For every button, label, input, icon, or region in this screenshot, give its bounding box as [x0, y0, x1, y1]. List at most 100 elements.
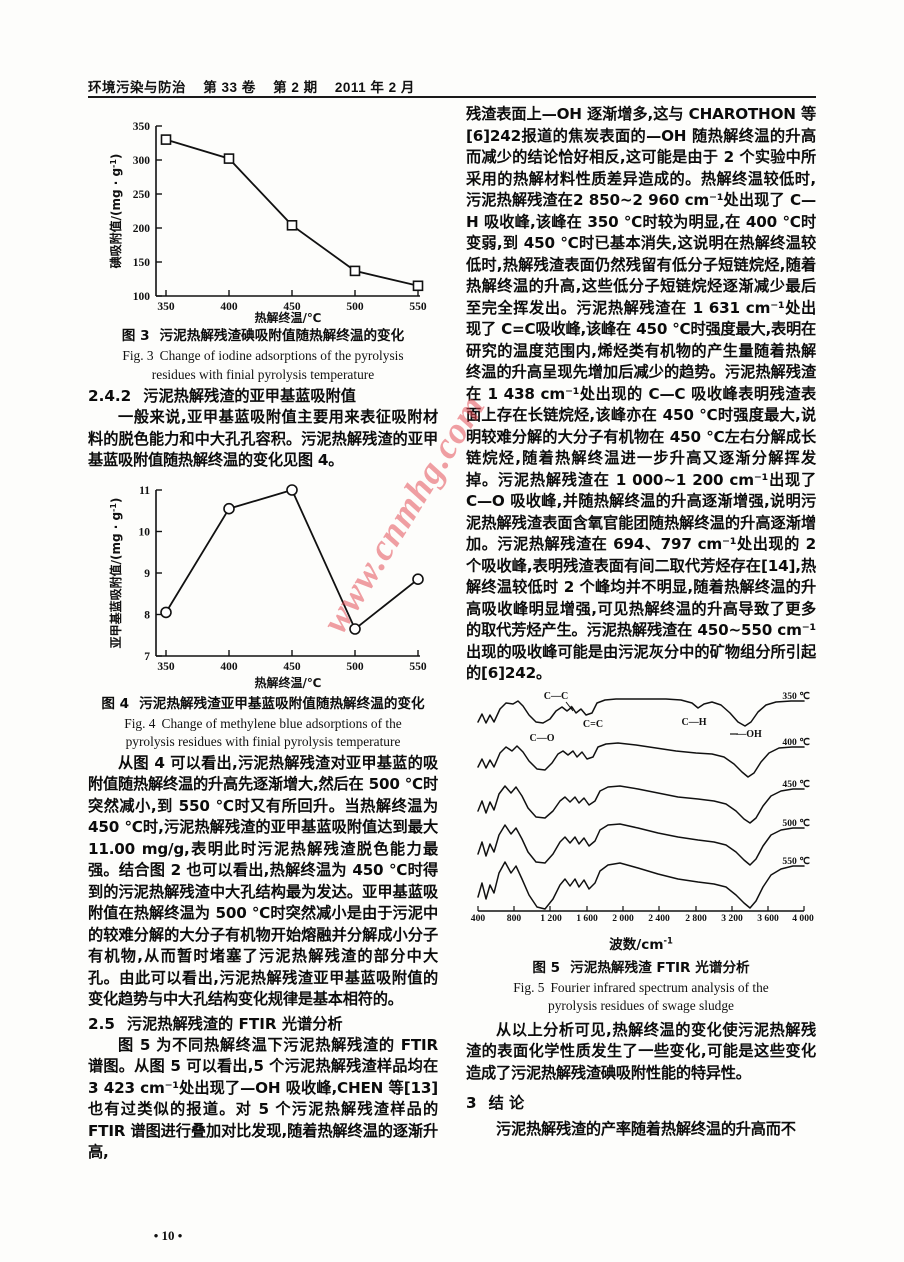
section-title-3: 结 论 [488, 1094, 525, 1112]
svg-text:1 600: 1 600 [576, 913, 598, 924]
svg-text:450: 450 [283, 661, 301, 673]
header-divider [88, 96, 816, 98]
figure-3-title-en-l1: Change of iodine adsorptions of the pyro… [159, 348, 404, 363]
page-header: 环境污染与防治 第 33 卷 第 2 期 2011 年 2 月 [88, 76, 816, 96]
left-column: 100 150 200 250 300 350 350 400 [88, 104, 438, 1164]
volume-label: 第 33 卷 [203, 80, 256, 95]
svg-text:热解终温/℃: 热解终温/℃ [255, 675, 322, 690]
figure-5-title-cn: 污泥热解残渣 FTIR 光谱分析 [570, 959, 750, 976]
svg-text:碘吸附值/(mg · g-1): 碘吸附值/(mg · g-1) [108, 154, 123, 270]
figure-3-plot: 100 150 200 250 300 350 350 400 [98, 108, 428, 323]
svg-text:400: 400 [220, 301, 238, 313]
paragraph-conclusion: 污泥热解残渣的产率随着热解终温的升高而不 [496, 1120, 796, 1138]
svg-text:2 400: 2 400 [648, 913, 670, 924]
issue-label: 第 2 期 [273, 80, 318, 95]
figure-3: 100 150 200 250 300 350 350 400 [88, 108, 438, 383]
paragraph-methylene-discussion: 从图 4 可以看出,污泥热解残渣对亚甲基蓝的吸附值随热解终温的升高先逐渐增大,然… [88, 753, 438, 1009]
svg-text:4 000: 4 000 [792, 913, 814, 924]
figure-4-caption-cn: 图 4 污泥热解残渣亚甲基蓝吸附值随热解终温的变化 [88, 695, 438, 714]
figure-5-xaxis-label-row: 波数/cm-1 [466, 936, 816, 955]
svg-text:550: 550 [409, 661, 427, 673]
figure-5-xaxis-label: 波数/cm-1 [609, 934, 673, 953]
figure-3-caption-cn: 图 3 污泥热解残渣碘吸附值随热解终温的变化 [88, 327, 438, 346]
svg-text:450: 450 [283, 301, 301, 313]
figure-4-title-en-l1: Change of methylene blue adsorptions of … [161, 715, 402, 731]
figure-4-plot: 7 8 9 10 11 350 400 450 500 [98, 476, 428, 691]
figure-3-number-en: Fig. 3 [122, 348, 154, 363]
annotation-c-single-c: C—C [544, 691, 568, 702]
svg-text:3 200: 3 200 [721, 913, 743, 924]
ftir-spectra-chart: C—C C—O C=C C—H —OH 350 ℃ 400 ℃ 450 ℃ 50… [471, 691, 814, 924]
figure-4-number-cn: 图 4 [101, 695, 130, 712]
figure-5-number-en: Fig. 5 [513, 979, 545, 995]
figure-4-number-en: Fig. 4 [124, 715, 156, 731]
svg-text:800: 800 [507, 913, 522, 924]
svg-text:200: 200 [133, 223, 151, 235]
figure-5-title-en-l2: pyrolysis residues of swage sludge [548, 998, 734, 1013]
section-number-3: 3 [466, 1094, 477, 1112]
svg-text:550: 550 [409, 301, 427, 313]
svg-text:3 600: 3 600 [757, 913, 779, 924]
series-label-450: 450 ℃ [782, 779, 810, 790]
figure-5-plot: C—C C—O C=C C—H —OH 350 ℃ 400 ℃ 450 ℃ 50… [466, 689, 816, 924]
right-column: 残渣表面上—OH 逐渐增多,这与 CHAROTHON 等[6]242报道的焦炭表… [466, 104, 816, 1141]
svg-text:350: 350 [133, 121, 151, 133]
section-number-2-4-2: 2.4.2 [88, 387, 132, 405]
svg-text:400: 400 [220, 661, 238, 673]
paragraph-methylene-intro: 一般来说,亚甲基蓝吸附值主要用来表征吸附材料的脱色能力和中大孔孔容积。污泥热解残… [88, 408, 438, 469]
figure-5-number-cn: 图 5 [532, 959, 561, 976]
figure-4-caption-en: Fig. 4 Change of methylene blue adsorptio… [88, 715, 438, 733]
svg-text:2 000: 2 000 [612, 913, 634, 924]
svg-text:10: 10 [139, 526, 151, 538]
figure-5: C—C C—O C=C C—H —OH 350 ℃ 400 ℃ 450 ℃ 50… [466, 689, 816, 1015]
iodine-adsorption-chart: 100 150 200 250 300 350 350 400 [108, 121, 427, 323]
series-label-500: 500 ℃ [782, 818, 810, 829]
section-number-2-5: 2.5 [88, 1014, 115, 1033]
svg-text:热解终温/℃: 热解终温/℃ [255, 310, 322, 323]
journal-name: 环境污染与防治 [88, 80, 186, 95]
figure-5-title-en-l1: Fourier infrared spectrum analysis of th… [550, 979, 769, 995]
svg-text:9: 9 [144, 568, 150, 580]
svg-text:7: 7 [144, 651, 150, 663]
annotation-c-double-c: C=C [583, 719, 603, 730]
svg-text:150: 150 [133, 257, 151, 269]
svg-text:350: 350 [157, 661, 175, 673]
figure-3-title-en-l2: residues with finial pyrolysis temperatu… [151, 366, 375, 382]
paragraph-summary: 从以上分析可见,热解终温的变化使污泥热解残渣的表面化学性质发生了一些变化,可能是… [466, 1020, 816, 1082]
svg-text:250: 250 [133, 189, 151, 201]
series-label-550: 550 ℃ [782, 856, 810, 867]
svg-text:350: 350 [157, 301, 175, 313]
issue-date: 2011 年 2 月 [334, 80, 415, 95]
svg-text:300: 300 [133, 155, 151, 167]
figure-4-title-en-l2: pyrolysis residues with finial pyrolysis… [125, 734, 401, 749]
methylene-blue-chart: 7 8 9 10 11 350 400 450 500 [108, 483, 427, 690]
paragraph-ftir-analysis: 残渣表面上—OH 逐渐增多,这与 CHAROTHON 等[6]242报道的焦炭表… [466, 105, 816, 682]
section-title-2-5: 污泥热解残渣的 FTIR 光谱分析 [126, 1014, 343, 1033]
page-number: • 10 • [153, 1228, 183, 1243]
section-heading-2-5: 2.5 污泥热解残渣的 FTIR 光谱分析 [88, 1013, 438, 1035]
svg-text:亚甲基蓝吸附值/(mg · g-1): 亚甲基蓝吸附值/(mg · g-1) [108, 497, 123, 648]
section-title-2-4-2: 污泥热解残渣的亚甲基蓝吸附值 [143, 387, 356, 405]
figure-4: 7 8 9 10 11 350 400 450 500 [88, 476, 438, 751]
figure-5-caption-en-2: pyrolysis residues of swage sludge [466, 997, 816, 1015]
figure-3-title-cn: 污泥热解残渣碘吸附值随热解终温的变化 [159, 328, 405, 344]
figure-3-number-cn: 图 3 [121, 328, 150, 344]
figure-5-caption-cn: 图 5 污泥热解残渣 FTIR 光谱分析 [466, 959, 816, 978]
svg-text:2 800: 2 800 [685, 913, 707, 924]
figure-4-caption-en-2: pyrolysis residues with finial pyrolysis… [88, 733, 438, 751]
figure-3-caption-en: Fig. 3 Change of iodine adsorptions of th… [88, 347, 438, 365]
svg-text:400: 400 [471, 913, 486, 924]
svg-text:100: 100 [133, 291, 151, 303]
figure-4-title-cn: 污泥热解残渣亚甲基蓝吸附值随热解终温的变化 [139, 695, 425, 712]
section-heading-3: 3 结 论 [466, 1092, 816, 1114]
series-label-400: 400 ℃ [782, 737, 810, 748]
annotation-oh: —OH [735, 729, 762, 740]
figure-5-caption-en: Fig. 5 Fourier infrared spectrum analysis… [466, 979, 816, 997]
svg-text:500: 500 [346, 301, 364, 313]
series-label-350: 350 ℃ [782, 691, 810, 702]
svg-text:11: 11 [139, 485, 150, 497]
svg-text:1 200: 1 200 [540, 913, 562, 924]
section-heading-2-4-2: 2.4.2 污泥热解残渣的亚甲基蓝吸附值 [88, 385, 438, 407]
svg-text:8: 8 [144, 609, 150, 621]
